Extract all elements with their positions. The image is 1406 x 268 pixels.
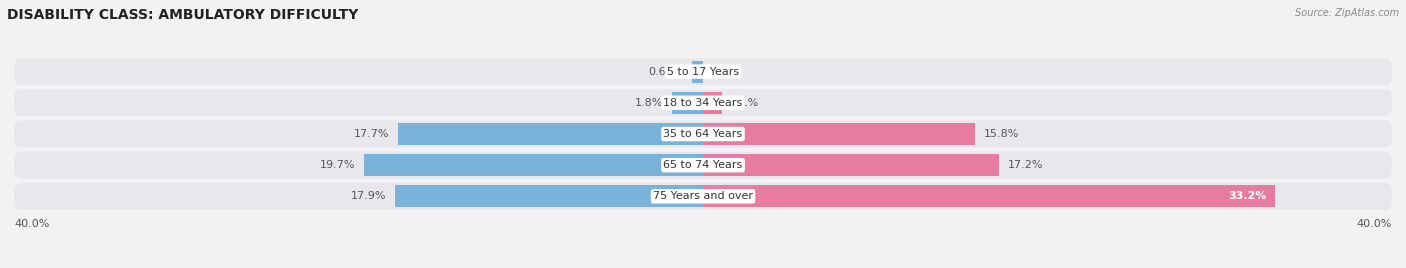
Bar: [395, 185, 703, 207]
Text: 0.0%: 0.0%: [711, 67, 740, 77]
Bar: [364, 154, 703, 176]
Text: 15.8%: 15.8%: [984, 129, 1019, 139]
Text: 19.7%: 19.7%: [319, 160, 356, 170]
Text: 65 to 74 Years: 65 to 74 Years: [664, 160, 742, 170]
Text: Source: ZipAtlas.com: Source: ZipAtlas.com: [1295, 8, 1399, 18]
FancyBboxPatch shape: [14, 90, 1392, 116]
Text: 18 to 34 Years: 18 to 34 Years: [664, 98, 742, 108]
FancyBboxPatch shape: [14, 121, 1392, 147]
FancyBboxPatch shape: [14, 152, 1392, 178]
Bar: [703, 185, 1275, 207]
Text: 40.0%: 40.0%: [1357, 219, 1392, 229]
Text: 1.8%: 1.8%: [636, 98, 664, 108]
Text: 33.2%: 33.2%: [1227, 191, 1267, 201]
Text: 17.9%: 17.9%: [350, 191, 387, 201]
Bar: [398, 123, 703, 145]
FancyBboxPatch shape: [14, 183, 1392, 210]
Text: 0.63%: 0.63%: [648, 67, 683, 77]
Bar: [692, 61, 703, 83]
Text: 35 to 64 Years: 35 to 64 Years: [664, 129, 742, 139]
Text: 5 to 17 Years: 5 to 17 Years: [666, 67, 740, 77]
Bar: [703, 123, 976, 145]
Bar: [703, 154, 1000, 176]
Bar: [672, 92, 703, 114]
Text: 1.1%: 1.1%: [731, 98, 759, 108]
Text: DISABILITY CLASS: AMBULATORY DIFFICULTY: DISABILITY CLASS: AMBULATORY DIFFICULTY: [7, 8, 359, 22]
Bar: [703, 92, 721, 114]
Text: 17.2%: 17.2%: [1008, 160, 1043, 170]
Text: 17.7%: 17.7%: [354, 129, 389, 139]
FancyBboxPatch shape: [14, 58, 1392, 85]
Text: 40.0%: 40.0%: [14, 219, 49, 229]
Text: 75 Years and over: 75 Years and over: [652, 191, 754, 201]
